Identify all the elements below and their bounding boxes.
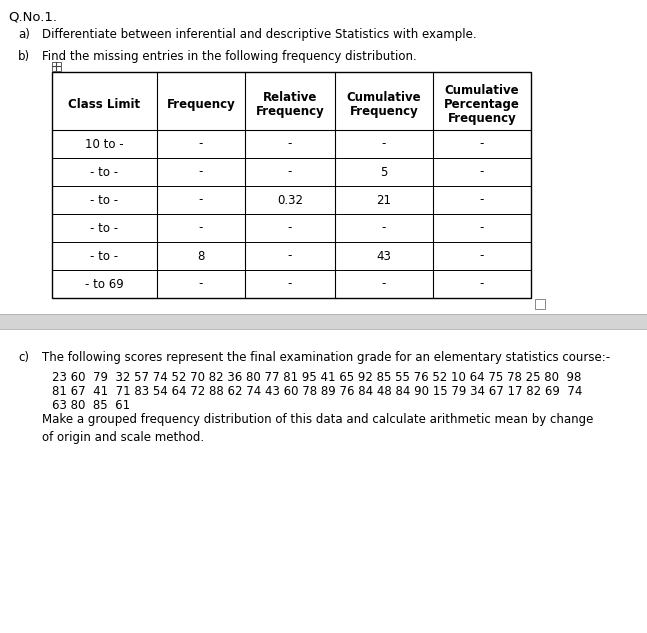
Text: 81 67  41  71 83 54 64 72 88 62 74 43 60 78 89 76 84 48 84 90 15 79 34 67 17 82 : 81 67 41 71 83 54 64 72 88 62 74 43 60 7…: [52, 385, 582, 398]
Text: Class Limit: Class Limit: [69, 98, 140, 111]
Text: Frequency: Frequency: [167, 98, 236, 111]
Text: -: -: [199, 194, 203, 206]
Text: -: -: [480, 137, 484, 151]
Text: Make a grouped frequency distribution of this data and calculate arithmetic mean: Make a grouped frequency distribution of…: [42, 413, 593, 426]
Text: -: -: [480, 165, 484, 179]
Text: 21: 21: [377, 194, 391, 206]
Text: -: -: [288, 249, 292, 263]
Text: -: -: [199, 277, 203, 291]
Text: Q.No.1.: Q.No.1.: [8, 10, 57, 23]
Text: -: -: [382, 222, 386, 234]
Text: -: -: [199, 165, 203, 179]
Text: -: -: [480, 222, 484, 234]
Text: of origin and scale method.: of origin and scale method.: [42, 431, 204, 444]
Text: Differentiate between inferential and descriptive Statistics with example.: Differentiate between inferential and de…: [42, 28, 477, 41]
Text: -: -: [382, 137, 386, 151]
Text: Frequency: Frequency: [256, 105, 324, 118]
Text: Relative: Relative: [263, 91, 317, 104]
Text: -: -: [288, 222, 292, 234]
Text: 43: 43: [377, 249, 391, 263]
Text: - to -: - to -: [91, 194, 118, 206]
Text: -: -: [199, 222, 203, 234]
Text: - to -: - to -: [91, 249, 118, 263]
Text: 0.32: 0.32: [277, 194, 303, 206]
Bar: [0, 314, 647, 329]
Text: -: -: [480, 277, 484, 291]
Text: Frequency: Frequency: [349, 105, 419, 118]
Text: c): c): [18, 351, 29, 364]
Text: The following scores represent the final examination grade for an elementary sta: The following scores represent the final…: [42, 351, 610, 364]
Text: 10 to -: 10 to -: [85, 137, 124, 151]
Text: Percentage: Percentage: [444, 98, 520, 111]
Text: b): b): [18, 50, 30, 63]
Text: -: -: [382, 277, 386, 291]
Text: Cumulative: Cumulative: [444, 84, 520, 97]
Text: Find the missing entries in the following frequency distribution.: Find the missing entries in the followin…: [42, 50, 417, 63]
Text: - to -: - to -: [91, 165, 118, 179]
Text: a): a): [18, 28, 30, 41]
Text: - to -: - to -: [91, 222, 118, 234]
Text: -: -: [288, 165, 292, 179]
Text: 63 80  85  61: 63 80 85 61: [52, 399, 130, 412]
Text: -: -: [480, 249, 484, 263]
Bar: [52, 61, 61, 70]
Bar: [535, 299, 545, 309]
Text: - to 69: - to 69: [85, 277, 124, 291]
Bar: [52, 72, 531, 298]
Text: 23 60  79  32 57 74 52 70 82 36 80 77 81 95 41 65 92 85 55 76 52 10 64 75 78 25 : 23 60 79 32 57 74 52 70 82 36 80 77 81 9…: [52, 371, 582, 384]
Text: Frequency: Frequency: [448, 112, 516, 125]
Text: Cumulative: Cumulative: [347, 91, 421, 104]
Text: -: -: [199, 137, 203, 151]
Text: -: -: [288, 137, 292, 151]
Text: -: -: [480, 194, 484, 206]
Text: 5: 5: [380, 165, 388, 179]
Text: 8: 8: [197, 249, 204, 263]
Text: -: -: [288, 277, 292, 291]
